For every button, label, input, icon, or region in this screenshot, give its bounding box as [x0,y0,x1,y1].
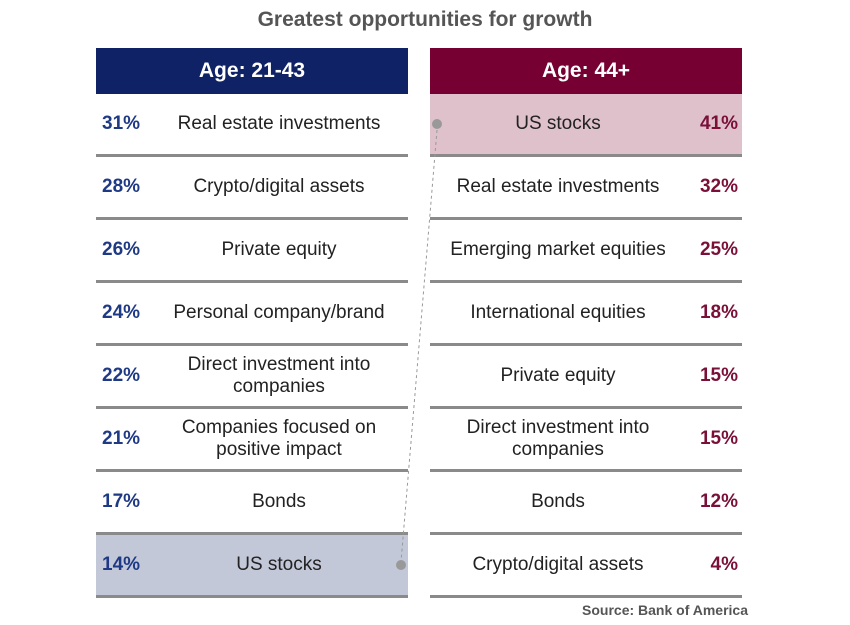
row-value: 25% [699,239,738,260]
header-age-21-43: Age: 21-43 [96,48,408,94]
row-value: 26% [102,239,141,260]
row-label: Personal company/brand [173,302,385,323]
connector-dot [432,119,442,129]
connector-dot [396,560,406,570]
row-value: 32% [699,176,738,197]
row-value: 24% [102,302,141,323]
chart-title: Greatest opportunities for growth [257,8,593,31]
table-row: 26% Private equity [96,220,408,283]
table-row: 31% Real estate investments [96,94,408,157]
table-row: 12% Bonds [430,472,742,535]
row-value: 28% [102,176,141,197]
table-row: 21% Companies focused on positive impact [96,409,408,472]
row-label: Private equity [221,239,337,260]
row-label: Emerging market equities [450,239,666,260]
table-row: 18% International equities [430,283,742,346]
row-value: 22% [102,365,141,386]
row-value: 18% [699,302,738,323]
row-label: Direct investment into companies [466,417,650,460]
row-label: Companies focused on positive impact [181,417,377,460]
row-label: Real estate investments [456,176,660,197]
row-label: Crypto/digital assets [193,176,365,197]
row-value: 4% [710,554,738,575]
row-label: International equities [470,302,646,323]
table-row: 22% Direct investment into companies [96,346,408,409]
row-value: 15% [699,365,738,386]
row-label: Private equity [500,365,616,386]
table-row: 24% Personal company/brand [96,283,408,346]
table-row: 41% US stocks [430,94,742,157]
table-row: 25% Emerging market equities [430,220,742,283]
row-label: Direct investment into companies [187,354,371,397]
row-value: 31% [102,113,141,134]
table-age-21-43: Age: 21-43 31% Real estate investments 28%… [96,48,408,598]
table-row: 17% Bonds [96,472,408,535]
row-label: US stocks [236,554,322,575]
table-row: 4% Crypto/digital assets [430,535,742,598]
table-age-44-plus: Age: 44+ 41% US stocks 32% Real estate inve… [430,48,742,598]
row-value: 21% [102,428,141,449]
row-value: 15% [699,428,738,449]
row-value: 41% [699,113,738,134]
table-row: 32% Real estate investments [430,157,742,220]
row-label: Real estate investments [177,113,381,134]
row-value: 12% [699,491,738,512]
header-age-44-plus: Age: 44+ [430,48,742,94]
table-row: 15% Direct investment into companies [430,409,742,472]
row-value: 17% [102,491,141,512]
row-value: 14% [102,554,141,575]
table-row: 14% US stocks [96,535,408,598]
row-label: Bonds [531,491,585,512]
row-label: US stocks [515,113,601,134]
row-label: Crypto/digital assets [472,554,644,575]
table-row: 28% Crypto/digital assets [96,157,408,220]
source-note: Source: Bank of America [582,602,748,618]
row-label: Bonds [252,491,306,512]
table-row: 15% Private equity [430,346,742,409]
